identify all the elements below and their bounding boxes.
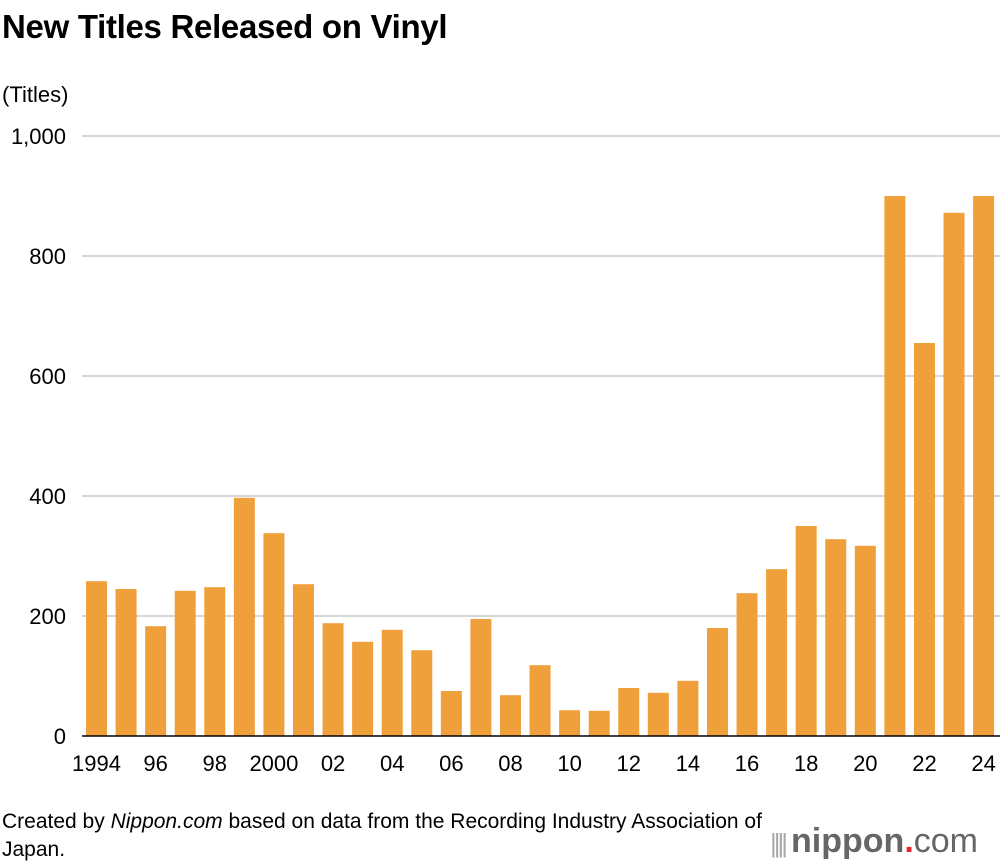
- bar-2013: [647, 692, 669, 736]
- x-tick-label: 04: [380, 751, 404, 776]
- bar-2001: [292, 584, 314, 736]
- bar-2000: [263, 533, 285, 736]
- logo-bars-icon: ||||: [770, 828, 788, 858]
- bar-2014: [677, 680, 699, 736]
- bar-2008: [499, 695, 521, 736]
- nippon-logo: |||| nippon.com: [770, 822, 978, 860]
- x-tick-label: 22: [912, 751, 936, 776]
- x-tick-label: 12: [617, 751, 641, 776]
- chart-title: New Titles Released on Vinyl: [2, 8, 448, 45]
- x-tick-label: 18: [794, 751, 818, 776]
- bar-2004: [381, 629, 403, 736]
- bar-2009: [529, 665, 551, 736]
- bar-1996: [145, 626, 167, 736]
- bar-2006: [440, 691, 462, 736]
- bar-2021: [884, 196, 906, 736]
- x-tick-label: 24: [971, 751, 995, 776]
- bar-2002: [322, 623, 344, 736]
- source-brand: Nippon.com: [110, 810, 223, 833]
- bar-2016: [736, 593, 758, 736]
- bar-chart: 0 200 400 600 800 1,000 1994 96 98 2000 02 04 06 08 10…: [11, 124, 1000, 776]
- y-tick-label: 800: [29, 244, 66, 269]
- x-tick-label: 96: [143, 751, 167, 776]
- bar-2012: [618, 688, 640, 736]
- y-axis-label: (Titles): [2, 82, 69, 107]
- y-tick-label: 200: [29, 604, 66, 629]
- bar-2022: [913, 343, 935, 736]
- bar-2019: [825, 539, 847, 736]
- source-note: Created by Nippon.com based on data from…: [2, 808, 762, 864]
- bar-2005: [411, 650, 433, 736]
- bar-1995: [115, 589, 137, 736]
- x-tick-label: 14: [676, 751, 700, 776]
- x-tick-label: 10: [557, 751, 581, 776]
- x-tick-label: 20: [853, 751, 877, 776]
- bar-2007: [470, 619, 492, 736]
- bar-2017: [766, 569, 788, 736]
- y-tick-label: 1,000: [11, 124, 66, 149]
- y-tick-label: 600: [29, 364, 66, 389]
- bar-2020: [854, 545, 876, 736]
- bar-1994: [86, 581, 107, 736]
- x-tick-label: 02: [321, 751, 345, 776]
- x-tick-label: 2000: [249, 751, 298, 776]
- source-suffix: based on data from the Recording Industr…: [2, 810, 762, 861]
- x-tick-label: 08: [498, 751, 522, 776]
- bar-1999: [233, 497, 255, 736]
- x-tick-label: 16: [735, 751, 759, 776]
- bar-2018: [795, 526, 817, 736]
- x-tick-label: 98: [203, 751, 227, 776]
- x-tick-label: 06: [439, 751, 463, 776]
- y-tick-label: 400: [29, 484, 66, 509]
- bar-2015: [706, 628, 728, 736]
- y-tick-label: 0: [54, 724, 66, 749]
- x-tick-label: 1994: [72, 751, 121, 776]
- bar-1997: [174, 590, 196, 736]
- source-prefix: Created by: [2, 810, 111, 833]
- bar-1998: [204, 587, 226, 736]
- bar-2003: [352, 641, 374, 736]
- bar-2024: [973, 196, 995, 736]
- bar-2011: [588, 710, 610, 736]
- bar-2023: [943, 212, 965, 737]
- bar-2010: [559, 710, 581, 736]
